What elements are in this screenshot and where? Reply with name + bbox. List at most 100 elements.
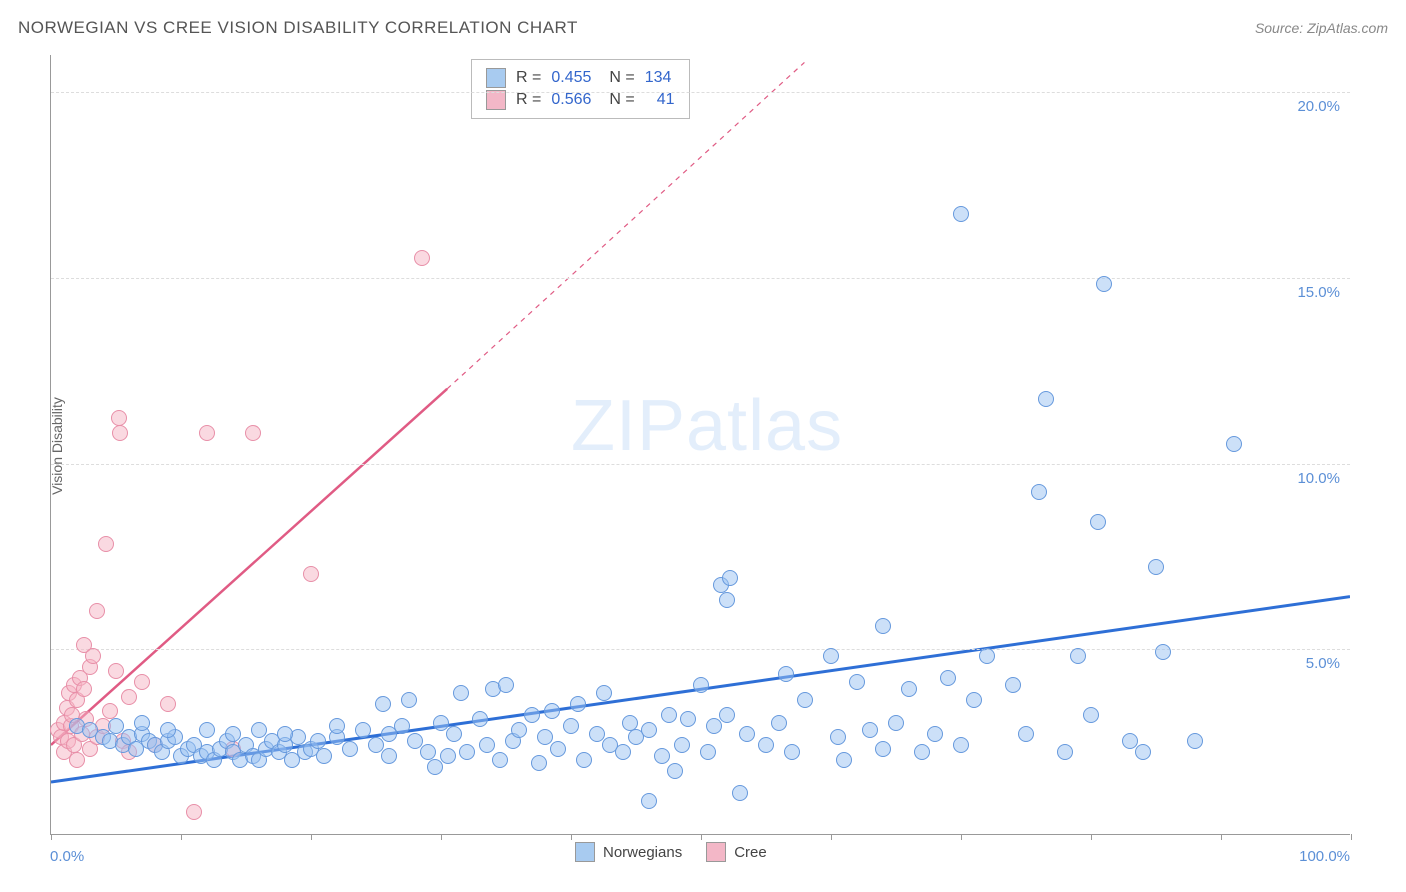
- data-point: [102, 703, 118, 719]
- r-value-2: 0.566: [551, 91, 591, 109]
- data-point: [693, 677, 709, 693]
- data-point: [1038, 391, 1054, 407]
- stats-legend: R = 0.455 N = 134 R = 0.566 N = 41: [471, 59, 690, 119]
- r-value-1: 0.455: [551, 69, 591, 87]
- x-tick: [961, 834, 962, 840]
- data-point: [381, 726, 397, 742]
- x-tick: [701, 834, 702, 840]
- data-point: [1083, 707, 1099, 723]
- data-point: [739, 726, 755, 742]
- data-point: [1096, 276, 1112, 292]
- trend-line: [51, 389, 447, 745]
- x-tick: [441, 834, 442, 840]
- data-point: [1135, 744, 1151, 760]
- data-point: [823, 648, 839, 664]
- data-point: [76, 681, 92, 697]
- gridline: [51, 464, 1350, 465]
- data-point: [225, 726, 241, 742]
- data-point: [953, 737, 969, 753]
- data-point: [706, 718, 722, 734]
- n-label-2: N =: [609, 91, 634, 109]
- data-point: [440, 748, 456, 764]
- series-swatch-1: [575, 842, 595, 862]
- data-point: [862, 722, 878, 738]
- data-point: [121, 689, 137, 705]
- data-point: [836, 752, 852, 768]
- watermark: ZIPatlas: [571, 385, 843, 467]
- gridline: [51, 92, 1350, 93]
- data-point: [316, 748, 332, 764]
- data-point: [98, 536, 114, 552]
- data-point: [719, 592, 735, 608]
- data-point: [427, 759, 443, 775]
- data-point: [199, 722, 215, 738]
- series-legend-item-1: Norwegians: [575, 842, 682, 862]
- x-tick: [311, 834, 312, 840]
- watermark-zip: ZIP: [571, 386, 686, 466]
- data-point: [901, 681, 917, 697]
- data-point: [667, 763, 683, 779]
- x-tick: [831, 834, 832, 840]
- data-point: [758, 737, 774, 753]
- trend-lines-svg: [51, 55, 1350, 834]
- data-point: [498, 677, 514, 693]
- data-point: [927, 726, 943, 742]
- data-point: [511, 722, 527, 738]
- y-tick-label: 10.0%: [1297, 470, 1340, 487]
- data-point: [615, 744, 631, 760]
- data-point: [570, 696, 586, 712]
- x-axis-max-label: 100.0%: [1299, 848, 1350, 865]
- data-point: [875, 618, 891, 634]
- r-label-2: R =: [516, 91, 541, 109]
- data-point: [830, 729, 846, 745]
- data-point: [245, 425, 261, 441]
- series-legend: Norwegians Cree: [575, 842, 767, 862]
- series-swatch-2: [706, 842, 726, 862]
- n-value-1: 134: [645, 69, 672, 87]
- data-point: [277, 726, 293, 742]
- data-point: [160, 722, 176, 738]
- data-point: [186, 804, 202, 820]
- data-point: [1187, 733, 1203, 749]
- x-tick: [1351, 834, 1352, 840]
- data-point: [1070, 648, 1086, 664]
- x-tick: [181, 834, 182, 840]
- data-point: [472, 711, 488, 727]
- data-point: [550, 741, 566, 757]
- data-point: [310, 733, 326, 749]
- data-point: [1031, 484, 1047, 500]
- data-point: [1148, 559, 1164, 575]
- chart-title: NORWEGIAN VS CREE VISION DISABILITY CORR…: [18, 18, 578, 38]
- data-point: [531, 755, 547, 771]
- data-point: [1226, 436, 1242, 452]
- r-label-1: R =: [516, 69, 541, 87]
- plot-area: ZIPatlas R = 0.455 N = 134 R = 0.566 N =…: [50, 55, 1350, 835]
- data-point: [888, 715, 904, 731]
- x-tick: [571, 834, 572, 840]
- data-point: [69, 752, 85, 768]
- data-point: [849, 674, 865, 690]
- chart-source: Source: ZipAtlas.com: [1255, 20, 1388, 36]
- data-point: [111, 410, 127, 426]
- y-tick-label: 5.0%: [1306, 655, 1340, 672]
- data-point: [89, 603, 105, 619]
- data-point: [661, 707, 677, 723]
- chart-header: NORWEGIAN VS CREE VISION DISABILITY CORR…: [18, 18, 1388, 38]
- n-label-1: N =: [609, 69, 634, 87]
- data-point: [953, 206, 969, 222]
- stats-swatch-1: [486, 68, 506, 88]
- data-point: [453, 685, 469, 701]
- data-point: [979, 648, 995, 664]
- data-point: [329, 718, 345, 734]
- data-point: [778, 666, 794, 682]
- data-point: [563, 718, 579, 734]
- data-point: [784, 744, 800, 760]
- data-point: [251, 722, 267, 738]
- x-tick: [1091, 834, 1092, 840]
- data-point: [134, 715, 150, 731]
- data-point: [446, 726, 462, 742]
- watermark-atlas: atlas: [686, 386, 843, 466]
- data-point: [375, 696, 391, 712]
- series-label-1: Norwegians: [603, 844, 682, 861]
- data-point: [596, 685, 612, 701]
